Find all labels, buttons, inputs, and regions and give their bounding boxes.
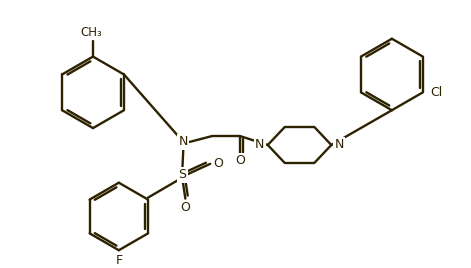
Text: CH₃: CH₃ — [80, 26, 102, 39]
Text: F: F — [115, 254, 122, 267]
Text: O: O — [180, 201, 190, 214]
Text: Cl: Cl — [430, 86, 443, 99]
Text: N: N — [179, 136, 188, 148]
Text: N: N — [334, 139, 344, 151]
Text: N: N — [255, 139, 265, 151]
Text: O: O — [235, 154, 245, 167]
Text: S: S — [179, 168, 187, 181]
Text: O: O — [213, 157, 223, 170]
